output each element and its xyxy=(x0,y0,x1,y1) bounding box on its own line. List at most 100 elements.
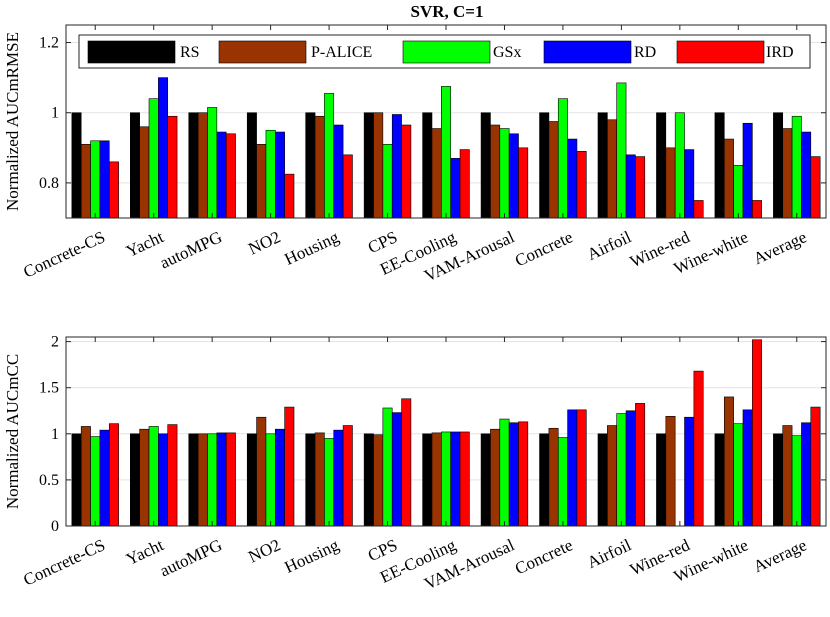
bar-ird-concrete xyxy=(576,409,587,527)
bar-gsx-concrete xyxy=(557,437,568,527)
bar-gsx-average xyxy=(791,435,802,527)
bar-rs-average xyxy=(773,433,784,527)
legend-label-ird: IRD xyxy=(766,44,794,61)
bar-p-alice-concrete xyxy=(548,427,559,527)
bar-ird-housing xyxy=(342,425,353,527)
bar-gsx-yacht xyxy=(148,98,159,219)
x-tick-label-no2: NO2 xyxy=(245,535,283,566)
bar-p-alice-yacht xyxy=(139,126,150,219)
bar-rd-average xyxy=(801,131,812,219)
bar-p-alice-wine-red xyxy=(665,415,676,527)
bar-rd-concrete-cs xyxy=(99,140,110,219)
bar-rs-wine-red xyxy=(656,433,667,527)
bar-gsx-ee-cooling xyxy=(441,431,451,527)
bar-gsx-concrete xyxy=(557,98,568,219)
bar-rd-no2 xyxy=(274,131,285,219)
bar-ird-airfoil xyxy=(635,403,646,527)
bar-rd-vam-arousal xyxy=(508,422,519,527)
x-tick-label-average: Average xyxy=(750,227,809,268)
x-tick-label-concrete: Concrete xyxy=(512,227,576,270)
bar-ird-wine-white xyxy=(752,200,762,219)
bar-gsx-autompg xyxy=(207,107,218,219)
y-tick-label: 1 xyxy=(51,426,59,443)
bar-ird-autompg xyxy=(225,133,236,219)
bar-rs-yacht xyxy=(130,112,140,219)
bar-gsx-housing xyxy=(324,93,335,219)
bar-rs-airfoil xyxy=(597,433,608,527)
bar-p-alice-housing xyxy=(314,432,325,527)
x-tick-label-autompg: autoMPG xyxy=(157,535,225,580)
bar-ird-airfoil xyxy=(635,156,646,219)
bar-gsx-airfoil xyxy=(616,413,627,527)
bar-p-alice-wine-white xyxy=(723,396,734,527)
bar-p-alice-airfoil xyxy=(607,425,617,527)
y-tick-label: 0.8 xyxy=(39,175,59,192)
legend-swatch-ird xyxy=(676,40,765,64)
bar-rs-yacht xyxy=(130,433,140,527)
bar-ird-no2 xyxy=(284,173,295,219)
bar-rs-autompg xyxy=(188,433,199,527)
x-tick-label-housing: Housing xyxy=(282,227,343,269)
bar-gsx-wine-white xyxy=(733,423,744,527)
bar-gsx-concrete-cs xyxy=(90,140,101,219)
bar-rd-autompg xyxy=(216,432,227,527)
bar-rs-no2 xyxy=(246,433,257,527)
bar-rd-concrete-cs xyxy=(99,429,110,527)
bar-rd-autompg xyxy=(216,131,227,219)
bar-ird-average xyxy=(810,406,821,527)
legend-label-rd: RD xyxy=(634,44,656,61)
bar-p-alice-cps xyxy=(373,434,384,527)
bar-ird-housing xyxy=(342,154,353,219)
bar-rs-autompg xyxy=(188,112,199,219)
bar-p-alice-cps xyxy=(373,112,384,219)
bar-p-alice-concrete-cs xyxy=(80,144,91,219)
bar-rd-ee-cooling xyxy=(450,158,461,219)
bar-ird-concrete xyxy=(576,151,587,219)
bar-gsx-yacht xyxy=(148,426,159,527)
x-tick-label-airfoil: Airfoil xyxy=(584,227,634,264)
bar-ird-vam-arousal xyxy=(518,421,529,527)
bar-rd-airfoil xyxy=(625,154,636,219)
bar-rs-ee-cooling xyxy=(422,112,433,219)
bar-gsx-airfoil xyxy=(616,82,627,219)
bar-rd-concrete xyxy=(567,138,578,219)
bar-ird-ee-cooling xyxy=(459,149,470,219)
legend-swatch-rs xyxy=(87,40,176,64)
bar-rs-wine-red xyxy=(656,112,667,219)
y-tick-label: 2 xyxy=(51,334,59,351)
y-tick-label: 0 xyxy=(51,518,59,535)
bar-p-alice-housing xyxy=(314,115,325,219)
bar-ird-autompg xyxy=(225,432,236,527)
bar-rs-wine-white xyxy=(714,433,725,527)
bar-ird-no2 xyxy=(284,406,295,527)
legend-label-gsx: GSx xyxy=(493,44,521,61)
bar-gsx-cps xyxy=(382,407,393,527)
bar-ird-yacht xyxy=(167,115,178,219)
bar-p-alice-vam-arousal xyxy=(490,428,501,527)
bar-rs-average xyxy=(773,112,784,219)
bar-gsx-average xyxy=(791,115,802,219)
bar-p-alice-wine-white xyxy=(723,138,734,219)
bar-p-alice-average xyxy=(782,128,793,219)
bar-rs-housing xyxy=(305,433,316,527)
y-tick-label: 1 xyxy=(51,105,59,122)
bar-ird-concrete-cs xyxy=(108,423,119,527)
bar-rd-vam-arousal xyxy=(508,133,519,219)
bar-rd-housing xyxy=(333,429,344,527)
bar-rd-housing xyxy=(333,124,344,219)
bar-gsx-wine-red xyxy=(674,112,685,219)
bar-rd-cps xyxy=(391,114,402,219)
y-tick-label: 1.5 xyxy=(39,380,59,397)
bar-rs-vam-arousal xyxy=(480,433,491,527)
bar-gsx-wine-white xyxy=(733,165,744,219)
bar-gsx-vam-arousal xyxy=(499,128,510,219)
bar-gsx-vam-arousal xyxy=(499,418,510,527)
bar-gsx-autompg xyxy=(207,433,218,527)
legend-label-p-alice: P-ALICE xyxy=(311,44,372,61)
bar-rs-housing xyxy=(305,112,316,219)
bar-rs-concrete xyxy=(539,112,550,219)
bar-rd-wine-red xyxy=(684,416,695,527)
bar-p-alice-autompg xyxy=(197,112,208,219)
